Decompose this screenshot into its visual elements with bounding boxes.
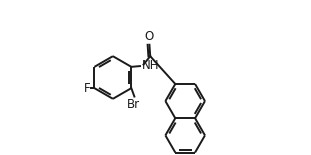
Text: Br: Br (127, 98, 140, 111)
Text: F: F (84, 82, 90, 95)
Text: NH: NH (142, 59, 159, 72)
Text: O: O (144, 30, 153, 43)
